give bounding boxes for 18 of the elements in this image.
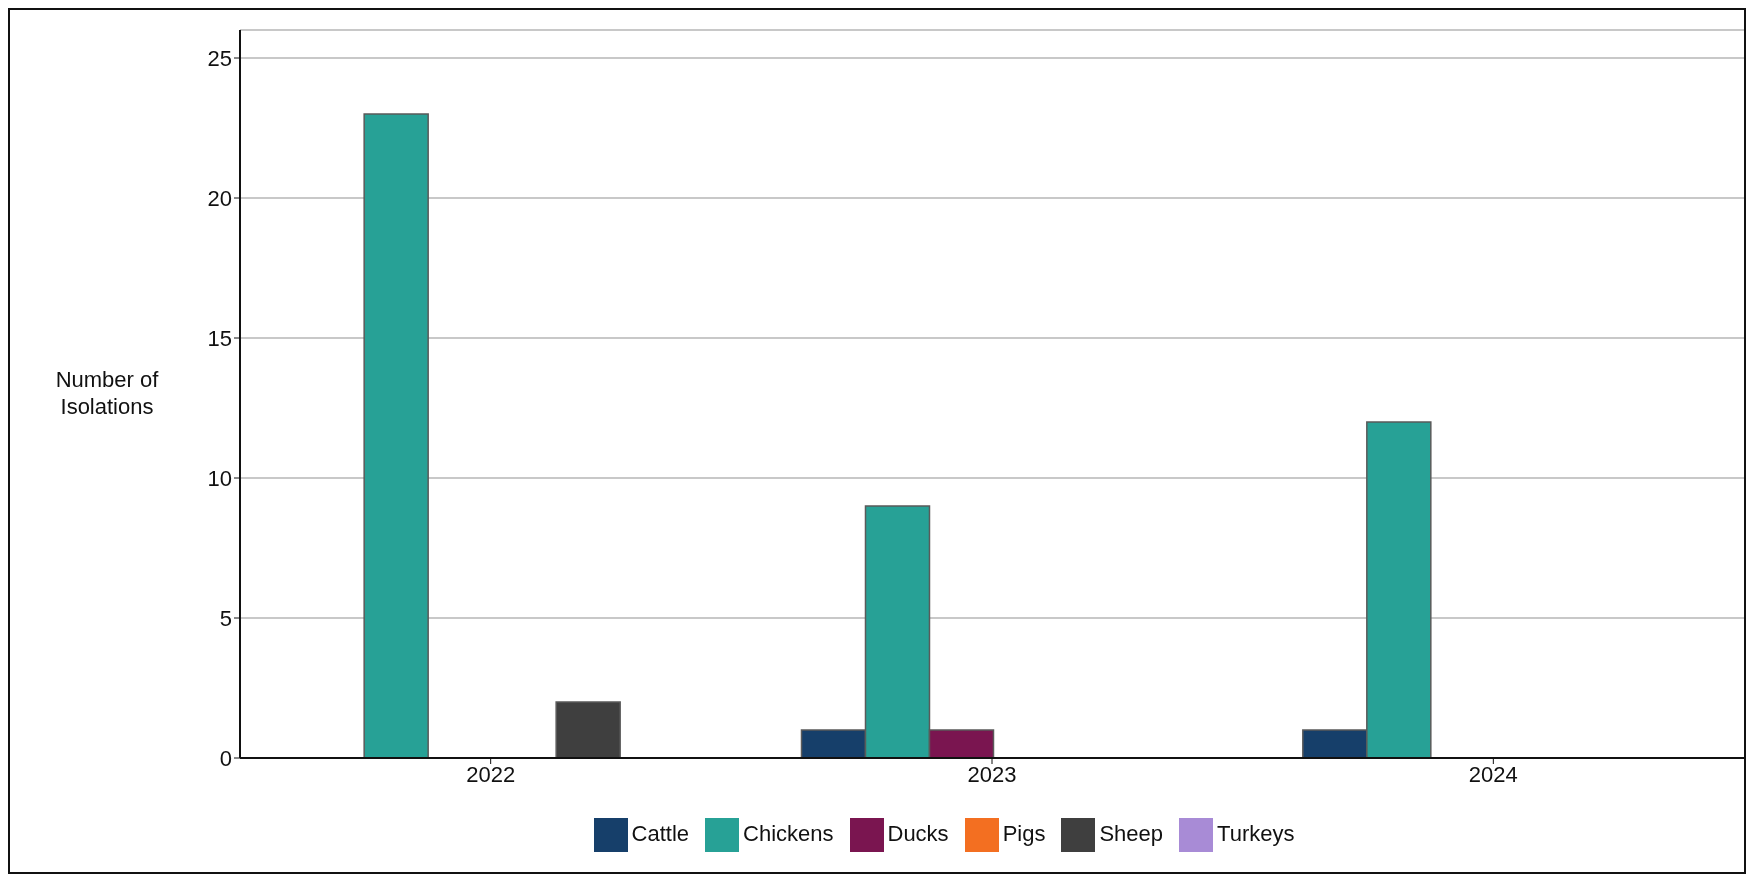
y-axis-title: Number of Isolations xyxy=(54,366,160,420)
y-tick-label: 15 xyxy=(207,325,232,351)
y-tick-label: 10 xyxy=(207,465,232,491)
legend-label: Ducks xyxy=(887,820,949,846)
legend-label: Pigs xyxy=(1002,820,1046,846)
bar xyxy=(555,701,621,758)
bar xyxy=(363,113,429,758)
legend-label: Chickens xyxy=(743,820,834,846)
x-tick-label: 2023 xyxy=(967,761,1017,787)
y-tick-label: 0 xyxy=(219,745,232,771)
y-tick-label: 25 xyxy=(207,45,232,71)
legend-label: Turkeys xyxy=(1217,820,1295,846)
y-tick-label: 5 xyxy=(219,605,232,631)
x-tick-label: 2024 xyxy=(1468,761,1518,787)
x-tick-label: 2022 xyxy=(466,761,516,787)
legend-label: Sheep xyxy=(1099,820,1164,846)
legend-label: Cattle xyxy=(631,820,690,846)
y-tick-label: 20 xyxy=(207,185,232,211)
